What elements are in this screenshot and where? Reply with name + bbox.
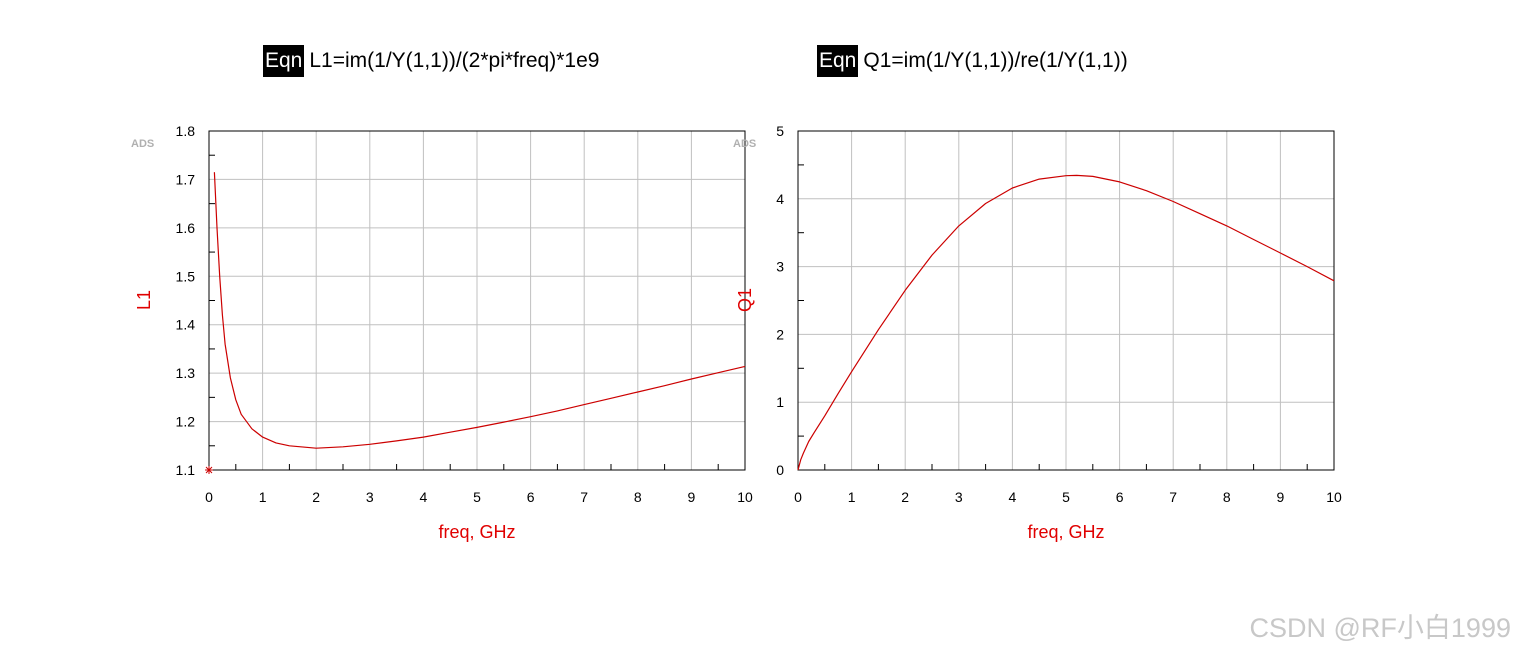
- y-tick-label: 1.8: [176, 123, 196, 139]
- x-tick-label: 6: [1116, 489, 1124, 505]
- x-tick-label: 9: [688, 489, 696, 505]
- y-tick-label: 1.4: [176, 317, 196, 333]
- x-tick-label: 7: [580, 489, 588, 505]
- ads-logo: ADS: [733, 138, 756, 150]
- chart-l1: 0 1 2 3 4 5 6 7 8 9 10 1.1 1.2 1.3 1.4 1.5 1.6 1.7 1.8 freq…: [131, 123, 753, 542]
- equation-q1: Eqn Q1=im(1/Y(1,1))/re(1/Y(1,1)): [817, 44, 1128, 78]
- x-axis-label: freq, GHz: [438, 522, 515, 542]
- series-line: [797, 174, 1335, 471]
- y-tick-label: 5: [776, 123, 784, 139]
- y-tick-label: 1: [776, 394, 784, 410]
- x-tick-label: 4: [1009, 489, 1017, 505]
- y-axis-label: Q1: [735, 288, 755, 312]
- x-tick-label: 8: [634, 489, 642, 505]
- x-tick-label: 5: [1062, 489, 1070, 505]
- x-tick-label: 4: [420, 489, 428, 505]
- x-tick-label: 10: [1326, 489, 1342, 505]
- eqn-tag: Eqn: [263, 45, 305, 77]
- y-tick-label: 1.1: [176, 462, 196, 478]
- x-tick-label: 7: [1169, 489, 1177, 505]
- chart-q1: 0 1 2 3 4 5 6 7 8 9 10 0 1 2 3 4 5 freq, GHz Q1 ADS: [733, 123, 1342, 542]
- watermark: CSDN @RF小白1999: [1249, 613, 1511, 643]
- x-tick-label: 9: [1277, 489, 1285, 505]
- y-tick-label: 0: [776, 462, 784, 478]
- x-tick-label: 0: [205, 489, 213, 505]
- series-line: [213, 172, 746, 449]
- marker-star: [205, 466, 213, 474]
- x-tick-label: 10: [737, 489, 753, 505]
- equation-text: Q1=im(1/Y(1,1))/re(1/Y(1,1)): [863, 49, 1128, 72]
- x-tick-label: 2: [901, 489, 909, 505]
- x-tick-label: 5: [473, 489, 481, 505]
- ads-logo: ADS: [131, 138, 154, 150]
- y-tick-label: 1.5: [176, 268, 196, 284]
- y-tick-label: 1.7: [176, 171, 196, 187]
- y-axis-label: L1: [134, 290, 154, 310]
- marker-stroke: [205, 466, 213, 474]
- x-axis-label: freq, GHz: [1027, 522, 1104, 542]
- equation-l1: Eqn L1=im(1/Y(1,1))/(2*pi*freq)*1e9: [263, 44, 599, 78]
- equation-text: L1=im(1/Y(1,1))/(2*pi*freq)*1e9: [309, 49, 600, 72]
- y-tick-label: 4: [776, 191, 784, 207]
- y-tick-label: 2: [776, 326, 784, 342]
- y-tick-label: 3: [776, 259, 784, 275]
- eqn-tag: Eqn: [817, 45, 859, 77]
- y-tick-label: 1.2: [176, 414, 196, 430]
- x-tick-label: 6: [527, 489, 535, 505]
- x-tick-label: 2: [312, 489, 320, 505]
- x-tick-label: 0: [794, 489, 802, 505]
- y-tick-label: 1.3: [176, 365, 196, 381]
- x-tick-label: 8: [1223, 489, 1231, 505]
- x-tick-label: 1: [848, 489, 856, 505]
- x-tick-label: 3: [366, 489, 374, 505]
- x-tick-label: 1: [259, 489, 267, 505]
- x-tick-label: 3: [955, 489, 963, 505]
- y-tick-label: 1.6: [176, 220, 196, 236]
